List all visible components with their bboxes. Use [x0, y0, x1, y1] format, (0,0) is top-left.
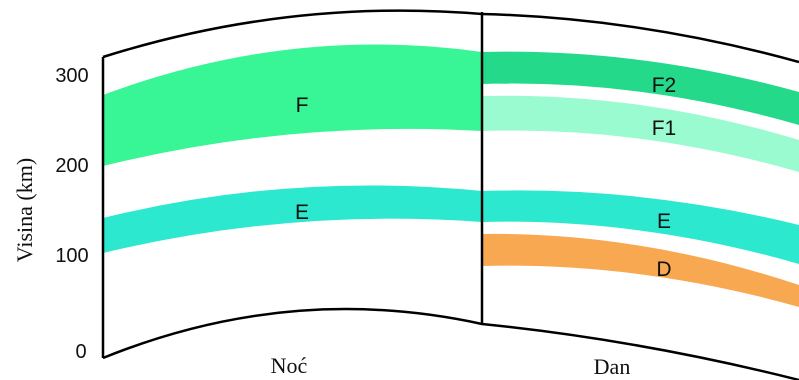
y-axis-title: Visina (km): [12, 158, 37, 262]
night-layer-E-band: [103, 185, 482, 253]
day-layer-D-label: D: [656, 258, 671, 281]
day-layer-E-label: E: [657, 210, 671, 233]
day-layer-F1-band: [482, 95, 799, 172]
y-tick-0: 0: [75, 341, 86, 363]
y-tick-200: 200: [55, 155, 88, 177]
day-layer-F1-label: F1: [652, 117, 677, 140]
night-layer-F-band: [103, 44, 482, 166]
day-layer-D-band: [482, 233, 799, 307]
day-layer-E-band: [482, 190, 799, 264]
y-tick-100: 100: [55, 245, 88, 267]
day-layers: [482, 51, 799, 307]
day-side-label: Dan: [594, 354, 631, 379]
day-layer-F2-band: [482, 51, 799, 125]
ground-arc: [102, 307, 799, 380]
night-layers: [103, 44, 482, 253]
day-layer-F2-label: F2: [652, 74, 677, 97]
y-tick-300: 300: [55, 65, 88, 87]
night-side-label: Noć: [271, 353, 308, 378]
night-layer-E-label: E: [295, 201, 309, 224]
night-layer-F-label: F: [296, 94, 309, 117]
